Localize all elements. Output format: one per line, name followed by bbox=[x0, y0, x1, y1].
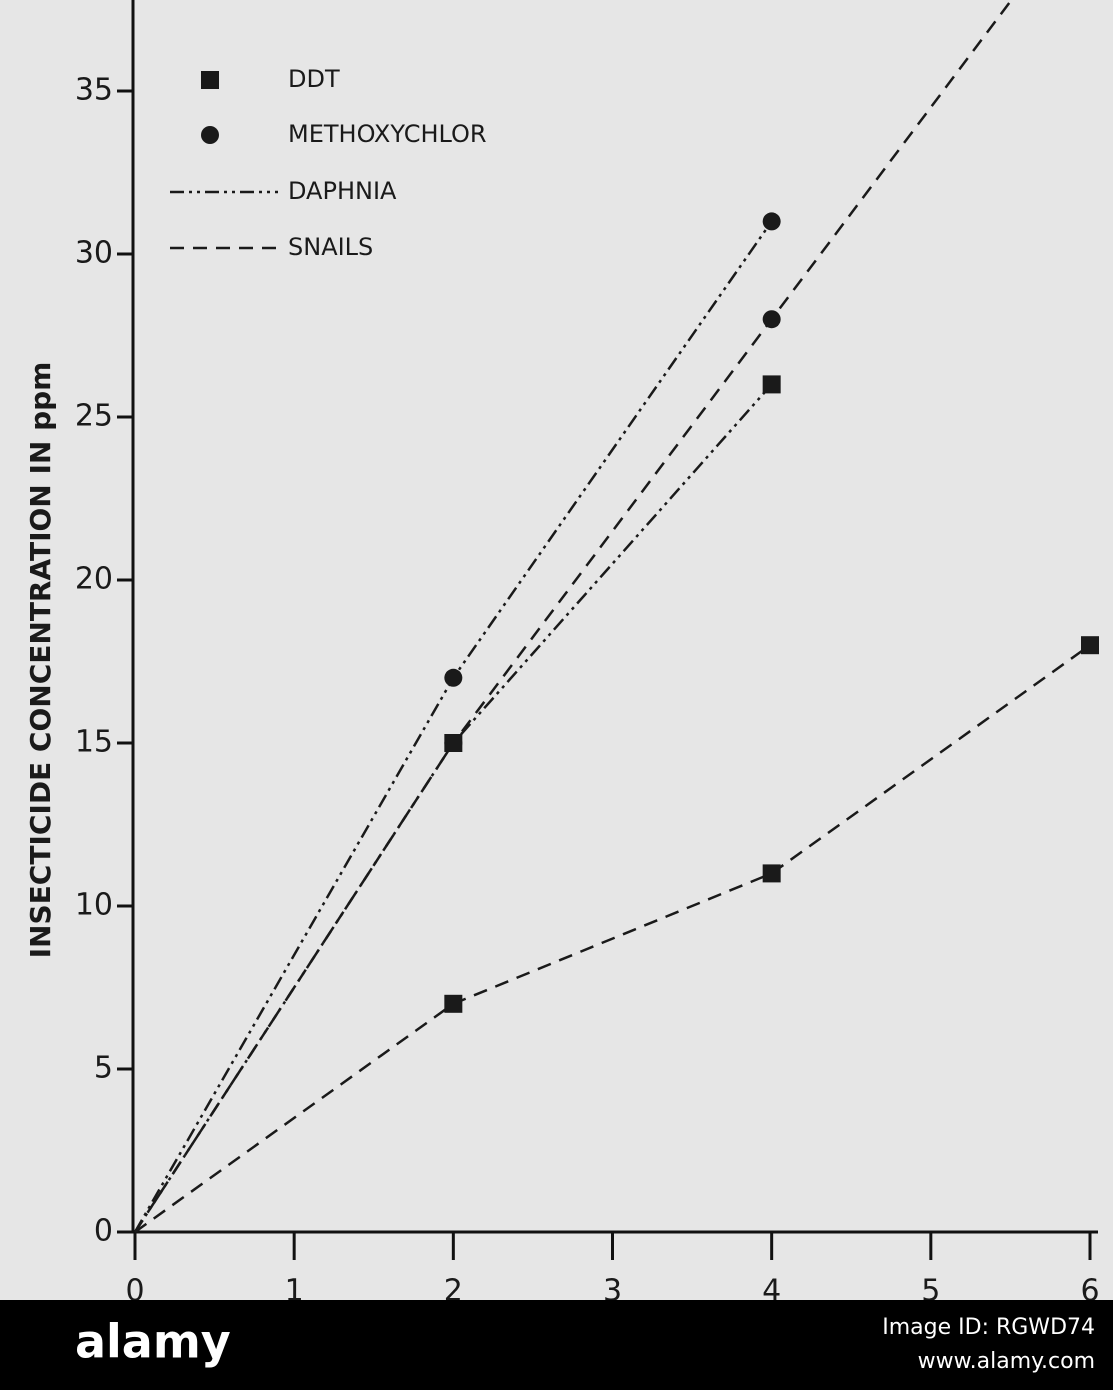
plot-area: 0 5 10 15 20 25 30 35 0 1 2 3 4 5 6 DDT METHOXYCHLOR DAPH… bbox=[75, 0, 1100, 1309]
x-tick-label: 1 bbox=[285, 1274, 304, 1309]
y-tick-label: 35 bbox=[75, 73, 113, 108]
marker-circle bbox=[444, 734, 463, 752]
series-line bbox=[134, 644, 1091, 1234]
marker-square bbox=[762, 375, 781, 394]
series-line bbox=[133, 383, 773, 1233]
legend-label: METHOXYCHLOR bbox=[288, 120, 487, 148]
y-tick-label: 20 bbox=[75, 562, 113, 597]
y-tick-label: 5 bbox=[94, 1051, 113, 1086]
marker-circle bbox=[201, 126, 219, 144]
x-tick-label: 4 bbox=[762, 1274, 781, 1309]
y-tick-label: 0 bbox=[94, 1214, 113, 1249]
marker-circle bbox=[762, 212, 781, 231]
y-tick-label: 25 bbox=[75, 399, 113, 434]
legend-label: DDT bbox=[288, 65, 340, 93]
footer-url: www.alamy.com bbox=[918, 1349, 1095, 1374]
marker-square bbox=[762, 864, 781, 883]
legend-label: SNAILS bbox=[288, 233, 373, 261]
x-tick-label: 0 bbox=[125, 1274, 144, 1309]
marker-circle bbox=[444, 668, 463, 687]
footer-image-id: Image ID: RGWD74 bbox=[882, 1315, 1095, 1340]
y-tick-label: 10 bbox=[75, 888, 113, 923]
series-line bbox=[133, 220, 773, 1233]
x-tick-label: 3 bbox=[603, 1274, 622, 1309]
y-axis-label: INSECTICIDE CONCENTRATION IN ppm bbox=[24, 362, 57, 959]
x-tick-label: 2 bbox=[444, 1274, 463, 1309]
footer-bar bbox=[0, 1300, 1113, 1390]
marker-square bbox=[1081, 636, 1099, 655]
y-tick-label: 30 bbox=[75, 236, 113, 271]
x-tick-label: 5 bbox=[921, 1274, 940, 1309]
marker-square bbox=[444, 994, 463, 1013]
legend-label: DAPHNIA bbox=[288, 177, 397, 205]
series-line bbox=[133, 0, 1013, 1233]
marker-square bbox=[201, 71, 219, 89]
x-tick-label: 6 bbox=[1080, 1274, 1099, 1309]
y-tick-label: 15 bbox=[75, 725, 113, 760]
footer-brand: alamy bbox=[75, 1315, 231, 1369]
marker-circle bbox=[762, 310, 781, 329]
